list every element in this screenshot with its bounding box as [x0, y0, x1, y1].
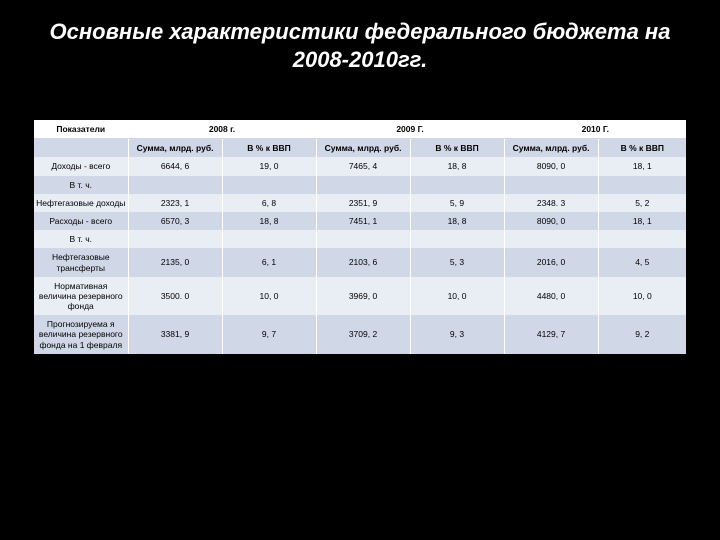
- cell: [504, 230, 598, 248]
- row-label: Нефтегазовые доходы: [34, 194, 128, 212]
- cell: 9, 3: [410, 315, 504, 354]
- cell: 4480, 0: [504, 277, 598, 316]
- cell: 2016, 0: [504, 248, 598, 276]
- cell: [598, 230, 686, 248]
- cell: [222, 230, 316, 248]
- cell: 18, 8: [410, 212, 504, 230]
- table-row: Нормативная величина резервного фонда350…: [34, 277, 686, 316]
- row-label: Прогнозируема я величина резервного фонд…: [34, 315, 128, 354]
- row-label: Расходы - всего: [34, 212, 128, 230]
- cell: 3381, 9: [128, 315, 222, 354]
- slide-title: Основные характеристики федерального бюд…: [0, 0, 720, 73]
- cell: 2351, 9: [316, 194, 410, 212]
- cell: [410, 176, 504, 194]
- cell: 19, 0: [222, 157, 316, 175]
- table-row: Прогнозируема я величина резервного фонд…: [34, 315, 686, 354]
- cell: 9, 7: [222, 315, 316, 354]
- cell: [316, 176, 410, 194]
- row-label: Нормативная величина резервного фонда: [34, 277, 128, 316]
- cell: 3500. 0: [128, 277, 222, 316]
- row-label: В т. ч.: [34, 176, 128, 194]
- cell: [410, 230, 504, 248]
- cell: 10, 0: [222, 277, 316, 316]
- cell: 2135, 0: [128, 248, 222, 276]
- col-indicators: Показатели: [34, 120, 128, 139]
- cell: 3709, 2: [316, 315, 410, 354]
- col-sub-blank: [34, 139, 128, 158]
- cell: [504, 176, 598, 194]
- cell: 2103, 6: [316, 248, 410, 276]
- cell: [222, 176, 316, 194]
- table-header-sub: Сумма, млрд. руб. В % к ВВП Сумма, млрд.…: [34, 139, 686, 158]
- budget-table: Показатели 2008 г. 2009 Г. 2010 Г. Сумма…: [34, 120, 686, 354]
- col-sum-2010: Сумма, млрд. руб.: [504, 139, 598, 158]
- cell: 6, 8: [222, 194, 316, 212]
- table-row: В т. ч.: [34, 230, 686, 248]
- col-pct-2010: В % к ВВП: [598, 139, 686, 158]
- row-label: Нефтегазовые трансферты: [34, 248, 128, 276]
- cell: 2348. 3: [504, 194, 598, 212]
- budget-table-wrap: Показатели 2008 г. 2009 Г. 2010 Г. Сумма…: [34, 120, 686, 354]
- cell: 2323, 1: [128, 194, 222, 212]
- cell: [128, 176, 222, 194]
- cell: [598, 176, 686, 194]
- cell: 6570, 3: [128, 212, 222, 230]
- col-year-2010: 2010 Г.: [504, 120, 686, 139]
- cell: 6, 1: [222, 248, 316, 276]
- col-pct-2009: В % к ВВП: [410, 139, 504, 158]
- row-label: В т. ч.: [34, 230, 128, 248]
- cell: 5, 9: [410, 194, 504, 212]
- table-row: Доходы - всего6644, 619, 07465, 418, 880…: [34, 157, 686, 175]
- cell: 10, 0: [410, 277, 504, 316]
- cell: 7451, 1: [316, 212, 410, 230]
- cell: 18, 8: [222, 212, 316, 230]
- col-year-2009: 2009 Г.: [316, 120, 504, 139]
- cell: [128, 230, 222, 248]
- table-row: Расходы - всего6570, 318, 87451, 118, 88…: [34, 212, 686, 230]
- cell: 6644, 6: [128, 157, 222, 175]
- cell: 10, 0: [598, 277, 686, 316]
- col-year-2008: 2008 г.: [128, 120, 316, 139]
- table-body: Доходы - всего6644, 619, 07465, 418, 880…: [34, 157, 686, 353]
- cell: 18, 8: [410, 157, 504, 175]
- cell: 18, 1: [598, 212, 686, 230]
- cell: 4129, 7: [504, 315, 598, 354]
- col-sum-2008: Сумма, млрд. руб.: [128, 139, 222, 158]
- col-sum-2009: Сумма, млрд. руб.: [316, 139, 410, 158]
- table-row: Нефтегазовые трансферты2135, 06, 12103, …: [34, 248, 686, 276]
- table-row: Нефтегазовые доходы2323, 16, 82351, 95, …: [34, 194, 686, 212]
- col-pct-2008: В % к ВВП: [222, 139, 316, 158]
- table-header-top: Показатели 2008 г. 2009 Г. 2010 Г.: [34, 120, 686, 139]
- cell: 8090, 0: [504, 212, 598, 230]
- cell: 4, 5: [598, 248, 686, 276]
- table-row: В т. ч.: [34, 176, 686, 194]
- cell: 7465, 4: [316, 157, 410, 175]
- cell: 8090, 0: [504, 157, 598, 175]
- cell: 18, 1: [598, 157, 686, 175]
- cell: 3969, 0: [316, 277, 410, 316]
- cell: [316, 230, 410, 248]
- cell: 5, 3: [410, 248, 504, 276]
- cell: 5, 2: [598, 194, 686, 212]
- row-label: Доходы - всего: [34, 157, 128, 175]
- cell: 9, 2: [598, 315, 686, 354]
